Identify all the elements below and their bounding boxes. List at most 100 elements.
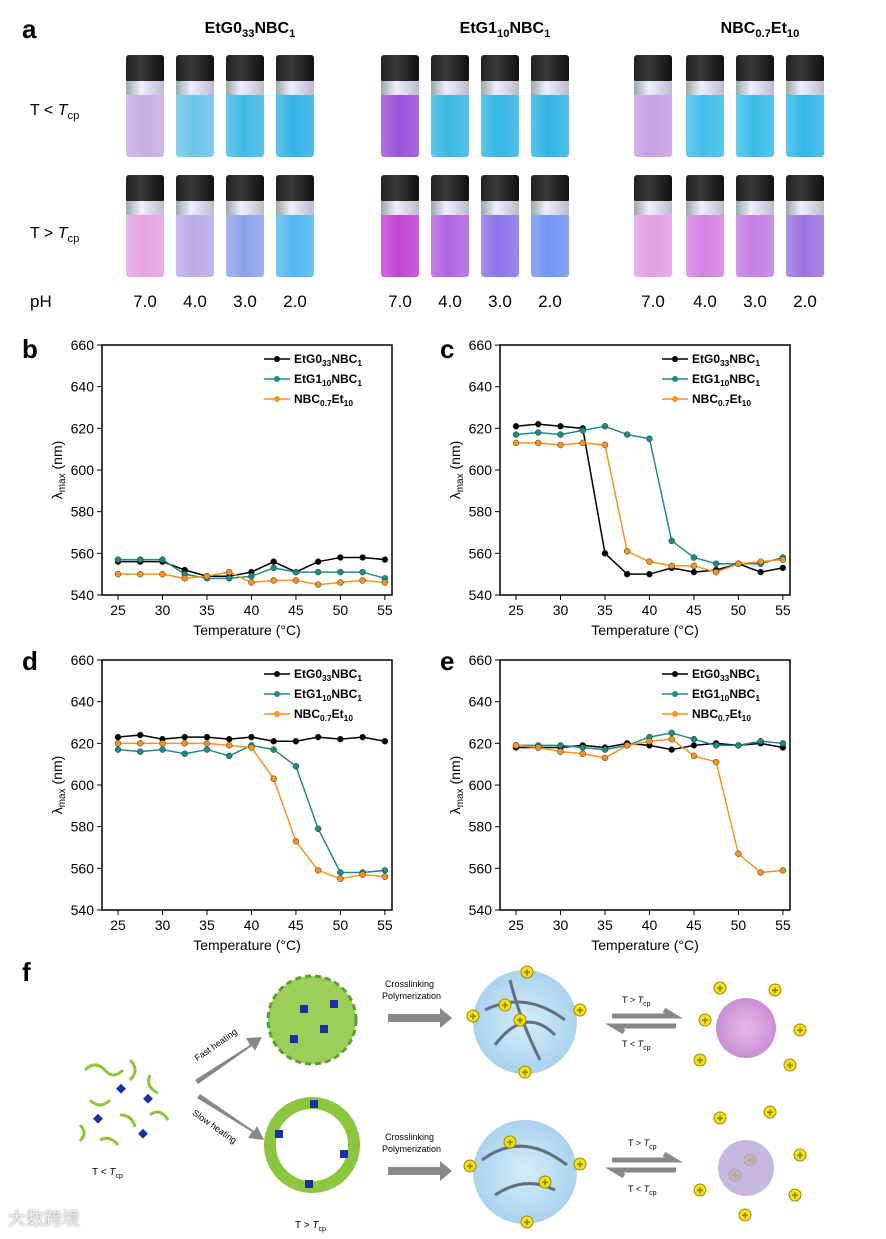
- data-point: [601, 754, 609, 762]
- data-point: [712, 560, 720, 567]
- data-point: [381, 579, 389, 586]
- ph-value: 4.0: [183, 292, 207, 311]
- svg-text:+: +: [697, 1186, 703, 1197]
- legend-label: EtG033NBC1: [294, 667, 362, 683]
- crosslinked-nanogel-slow: [473, 1120, 577, 1224]
- y-tick-label: 620: [469, 420, 493, 436]
- label-above-tcp-1: T > Tcp: [622, 995, 651, 1008]
- data-point: [535, 439, 542, 447]
- legend-label: NBC0.7Et10: [692, 707, 751, 723]
- series-line: [118, 742, 385, 880]
- positive-charge-icon: +: [498, 998, 512, 1013]
- vial: [276, 55, 314, 157]
- vial-cap: [786, 175, 824, 201]
- x-tick-label: 35: [597, 917, 613, 933]
- legend-marker: [274, 396, 280, 402]
- label-above-tcp-vesicle: T > Tcp: [295, 1220, 326, 1233]
- data-point: [337, 875, 344, 882]
- vial: [381, 55, 419, 157]
- data-point: [181, 733, 188, 741]
- data-point: [337, 735, 344, 743]
- vial-cap: [634, 55, 672, 81]
- x-tick-label: 55: [377, 602, 393, 618]
- data-point: [292, 763, 300, 770]
- charts-layer: 25 30 35 40 45 50 55 540 560 580 600 620 640 660 Tempe…: [49, 337, 791, 953]
- series-line: [515, 423, 784, 575]
- series-line: [515, 738, 783, 874]
- label-above-tcp-2: T > Tcp: [628, 1138, 657, 1151]
- data-point: [225, 575, 233, 582]
- vial: [736, 55, 774, 157]
- data-point: [359, 568, 366, 576]
- data-point: [248, 744, 255, 751]
- x-axis-label: Temperature (°C): [193, 622, 301, 638]
- data-point: [137, 740, 144, 747]
- data-point: [181, 575, 188, 582]
- vial-solution: [736, 95, 774, 157]
- svg-text:+: +: [742, 1211, 748, 1222]
- legend-label: EtG033NBC1: [692, 352, 760, 368]
- data-point: [114, 570, 122, 578]
- vial-headspace: [226, 81, 264, 95]
- vial: [431, 55, 469, 157]
- group-title-part: 0.7: [755, 28, 771, 41]
- vial: [634, 55, 672, 157]
- vial-headspace: [176, 201, 214, 215]
- group-title: EtG110NBC1: [405, 20, 605, 40]
- data-point: [270, 738, 277, 745]
- legend-label: NBC0.7Et10: [692, 392, 751, 408]
- data-point: [181, 750, 188, 757]
- vial-solution: [786, 95, 824, 157]
- ph-value: 4.0: [693, 292, 717, 311]
- y-tick-label: 600: [469, 462, 493, 478]
- slow-heating-label: Slow heating: [191, 1108, 239, 1146]
- data-point: [137, 731, 144, 739]
- x-tick-label: 25: [110, 917, 126, 933]
- vial-headspace: [276, 201, 314, 215]
- data-point: [668, 746, 675, 753]
- positive-charge-icon: +: [698, 1013, 712, 1028]
- x-tick-label: 35: [199, 602, 215, 618]
- ph-value: 2.0: [283, 292, 307, 311]
- vial-headspace: [634, 201, 672, 215]
- data-point: [270, 564, 277, 572]
- data-point: [646, 570, 653, 578]
- group-title-part: 1: [544, 28, 551, 41]
- data-point: [579, 427, 586, 434]
- chart-c: 25 30 35 40 45 50 55 540 560 580 600 620 640 660 Tempe…: [447, 337, 791, 638]
- data-point: [381, 738, 389, 745]
- data-point: [359, 871, 366, 878]
- data-point: [270, 558, 277, 565]
- ph-value: 2.0: [793, 292, 817, 311]
- polymerization-label-1: Polymerization: [382, 991, 441, 1001]
- data-point: [646, 435, 653, 442]
- row-label-above-tcp: T > Tcp: [30, 225, 79, 245]
- vial-solution: [126, 215, 164, 277]
- unimer-mixture: [78, 1058, 170, 1146]
- row-label-text: T <: [30, 102, 58, 119]
- legend-label: EtG033NBC1: [294, 352, 362, 368]
- data-point: [712, 742, 720, 749]
- vial-headspace: [686, 81, 724, 95]
- series-line: [515, 425, 784, 565]
- positive-charge-icon: +: [693, 1053, 707, 1068]
- vial-solution: [531, 215, 569, 277]
- vial-cap: [686, 55, 724, 81]
- data-point: [779, 564, 787, 572]
- x-tick-label: 55: [377, 917, 393, 933]
- label-below-tcp-2: T < Tcp: [628, 1184, 657, 1197]
- panel-label-f: f: [22, 957, 31, 987]
- data-point: [270, 577, 277, 584]
- legend-label: EtG110NBC1: [294, 372, 362, 388]
- svg-text:+: +: [542, 1178, 548, 1189]
- data-point: [248, 573, 255, 580]
- data-point: [512, 423, 520, 430]
- data-point: [601, 423, 609, 430]
- vial-solution: [431, 95, 469, 157]
- data-point: [779, 740, 787, 747]
- positive-charge-icon: +: [793, 1148, 807, 1163]
- data-point: [114, 740, 122, 747]
- y-tick-label: 580: [469, 819, 493, 835]
- vial-headspace: [786, 81, 824, 95]
- vial: [431, 175, 469, 277]
